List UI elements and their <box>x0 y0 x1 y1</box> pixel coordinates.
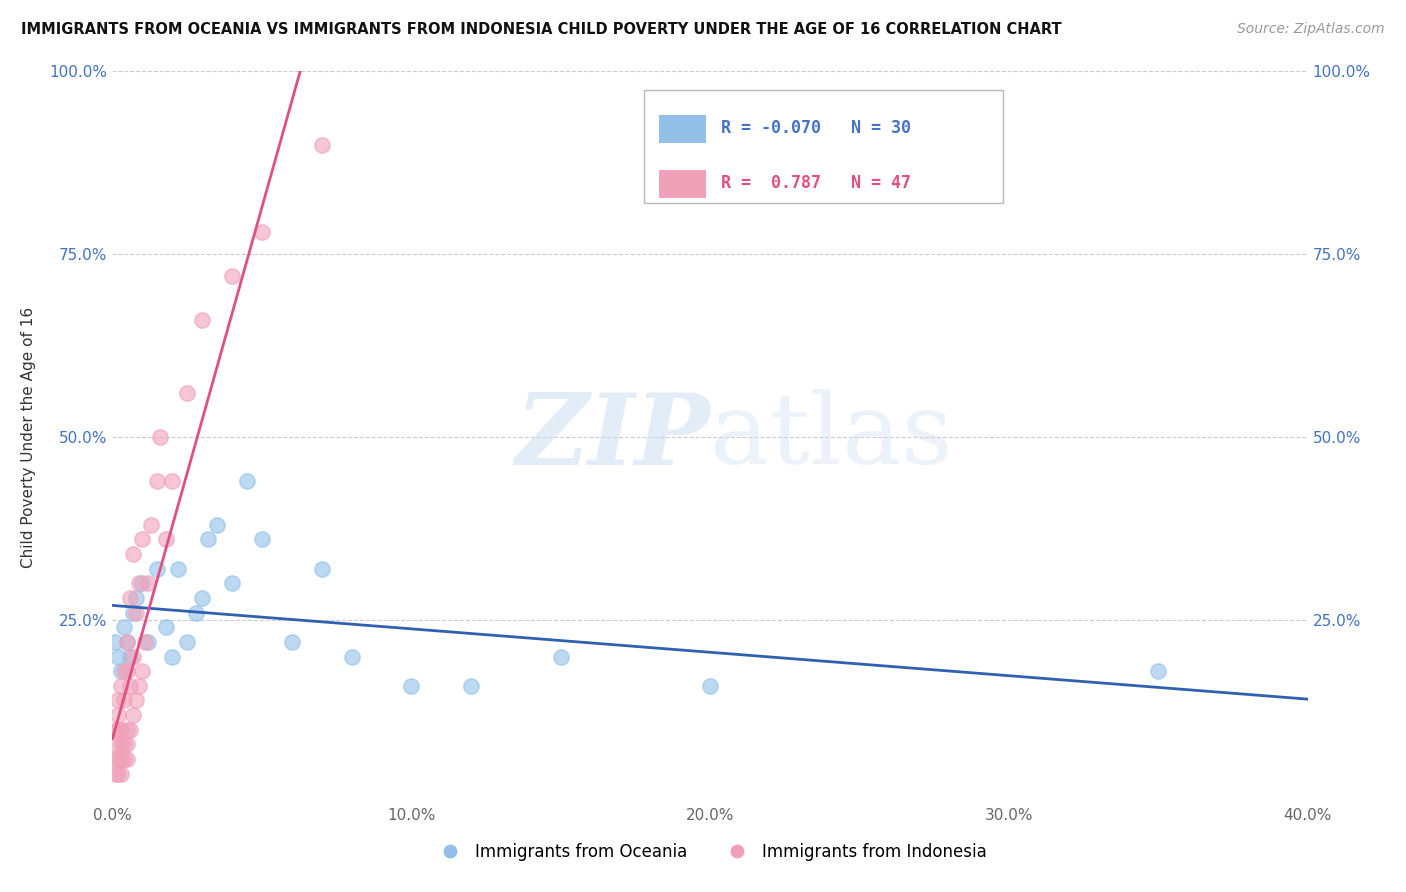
Point <box>176 635 198 649</box>
Point <box>104 635 127 649</box>
Point <box>460 679 482 693</box>
Point <box>221 269 243 284</box>
Point <box>120 649 142 664</box>
Point <box>138 576 160 591</box>
Point <box>250 533 273 547</box>
Point <box>205 517 228 532</box>
Point <box>117 752 139 766</box>
Text: R =  0.787   N = 47: R = 0.787 N = 47 <box>721 174 911 193</box>
Point <box>141 517 163 532</box>
Point <box>125 591 148 605</box>
Point <box>107 708 129 723</box>
Point <box>120 723 142 737</box>
Point <box>117 737 139 751</box>
Point <box>236 474 259 488</box>
Point <box>699 679 721 693</box>
Point <box>122 708 145 723</box>
Point <box>117 635 139 649</box>
Point <box>110 766 132 780</box>
Point <box>221 576 243 591</box>
Point <box>162 649 183 664</box>
Point <box>114 620 135 634</box>
Point <box>131 533 153 547</box>
Point <box>167 562 190 576</box>
Point <box>134 635 156 649</box>
Point <box>311 562 333 576</box>
FancyBboxPatch shape <box>644 90 1002 203</box>
Point <box>122 547 145 561</box>
Point <box>104 737 127 751</box>
Point <box>191 591 214 605</box>
Point <box>104 766 127 780</box>
Point <box>120 679 142 693</box>
Text: R = -0.070   N = 30: R = -0.070 N = 30 <box>721 120 911 137</box>
Point <box>131 664 153 678</box>
Point <box>162 474 183 488</box>
Point <box>114 693 135 707</box>
Point <box>155 533 177 547</box>
Point <box>107 723 129 737</box>
Point <box>191 313 214 327</box>
Text: Source: ZipAtlas.com: Source: ZipAtlas.com <box>1237 22 1385 37</box>
Y-axis label: Child Poverty Under the Age of 16: Child Poverty Under the Age of 16 <box>21 307 35 567</box>
Point <box>110 723 132 737</box>
Point <box>146 562 169 576</box>
Point <box>155 620 177 634</box>
Point <box>186 606 208 620</box>
Point <box>104 752 127 766</box>
Point <box>110 664 132 678</box>
FancyBboxPatch shape <box>658 115 706 143</box>
Point <box>125 606 148 620</box>
Point <box>107 752 129 766</box>
Point <box>110 752 132 766</box>
Point <box>146 474 169 488</box>
Point <box>340 649 363 664</box>
Point <box>149 430 172 444</box>
Point <box>120 591 142 605</box>
Point <box>117 635 139 649</box>
Point <box>1147 664 1170 678</box>
Point <box>114 737 135 751</box>
Point <box>110 737 132 751</box>
Point <box>110 679 132 693</box>
Point <box>117 664 139 678</box>
Point <box>138 635 160 649</box>
Point <box>117 723 139 737</box>
Point <box>550 649 572 664</box>
Point <box>176 386 198 401</box>
Text: atlas: atlas <box>710 389 953 485</box>
Point <box>197 533 219 547</box>
Text: ZIP: ZIP <box>515 389 710 485</box>
Point <box>311 137 333 152</box>
Point <box>122 649 145 664</box>
Point <box>250 225 273 239</box>
Legend: Immigrants from Oceania, Immigrants from Indonesia: Immigrants from Oceania, Immigrants from… <box>426 837 994 868</box>
Text: IMMIGRANTS FROM OCEANIA VS IMMIGRANTS FROM INDONESIA CHILD POVERTY UNDER THE AGE: IMMIGRANTS FROM OCEANIA VS IMMIGRANTS FR… <box>21 22 1062 37</box>
FancyBboxPatch shape <box>658 170 706 198</box>
Point <box>104 723 127 737</box>
Point <box>107 649 129 664</box>
Point <box>114 664 135 678</box>
Point <box>128 576 150 591</box>
Point <box>131 576 153 591</box>
Point <box>107 693 129 707</box>
Point <box>125 693 148 707</box>
Point <box>122 606 145 620</box>
Point <box>107 766 129 780</box>
Point <box>114 752 135 766</box>
Point <box>128 679 150 693</box>
Point <box>281 635 304 649</box>
Point <box>401 679 423 693</box>
